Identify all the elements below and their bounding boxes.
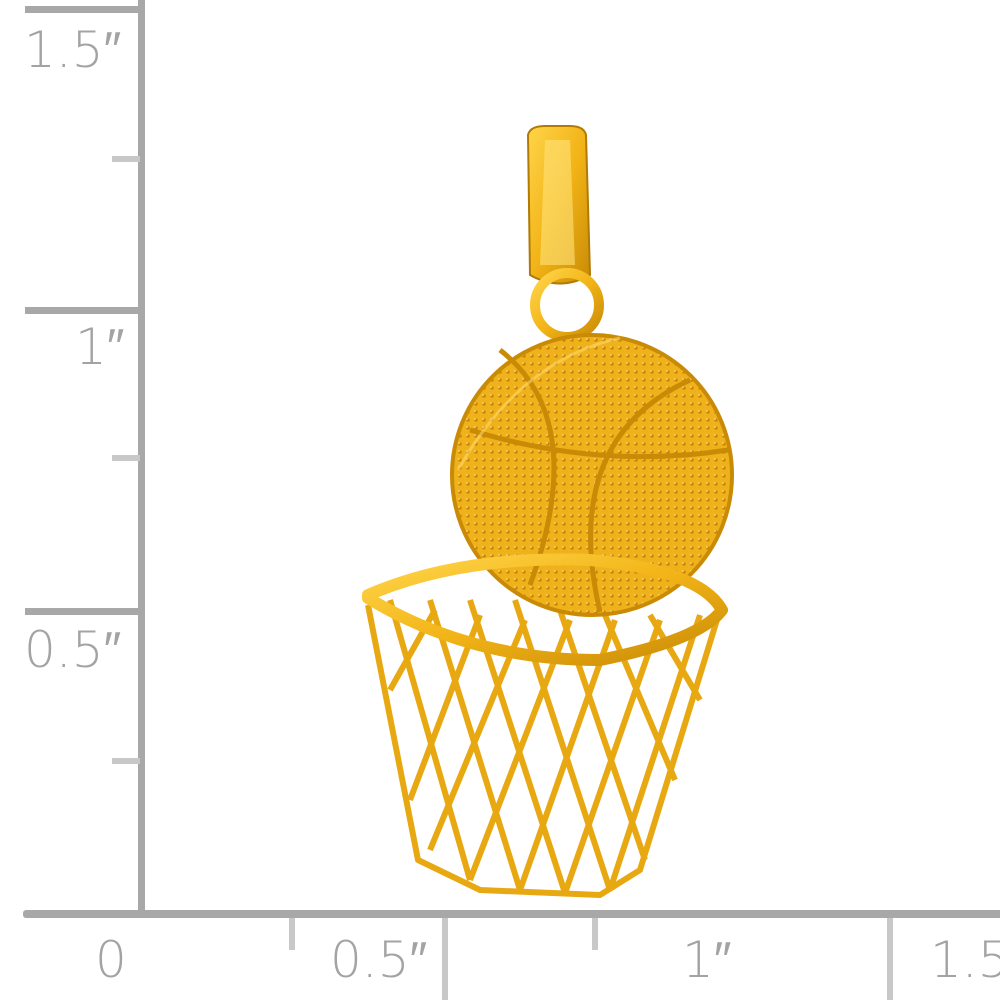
basketball [450, 333, 734, 617]
ruler-minor-tick [289, 918, 295, 950]
ruler-horizontal-axis [23, 910, 1000, 918]
ruler-minor-tick [112, 156, 140, 162]
hoop-rim [362, 553, 728, 666]
ruler-major-tick [887, 918, 893, 1000]
ruler-label: 1″ [682, 931, 732, 989]
ruler-major-tick [25, 307, 140, 314]
bail [526, 125, 604, 342]
ruler-minor-tick [112, 758, 140, 764]
ruler-minor-tick [112, 455, 140, 461]
ruler-major-tick [25, 6, 140, 13]
net [365, 599, 723, 898]
ruler-label: 1.5″ [24, 21, 122, 79]
ruler-major-tick [25, 608, 140, 615]
ruler-label: 0.5″ [330, 931, 428, 989]
ruler-label: 0.5″ [24, 621, 122, 679]
ruler-vertical-axis [138, 0, 145, 918]
ruler-label: 0 [95, 931, 127, 989]
ruler-label: 1.5 [930, 931, 1000, 989]
ruler-label: 1″ [75, 318, 125, 376]
ruler-major-tick [442, 918, 448, 1000]
ruler-minor-tick [592, 918, 598, 950]
